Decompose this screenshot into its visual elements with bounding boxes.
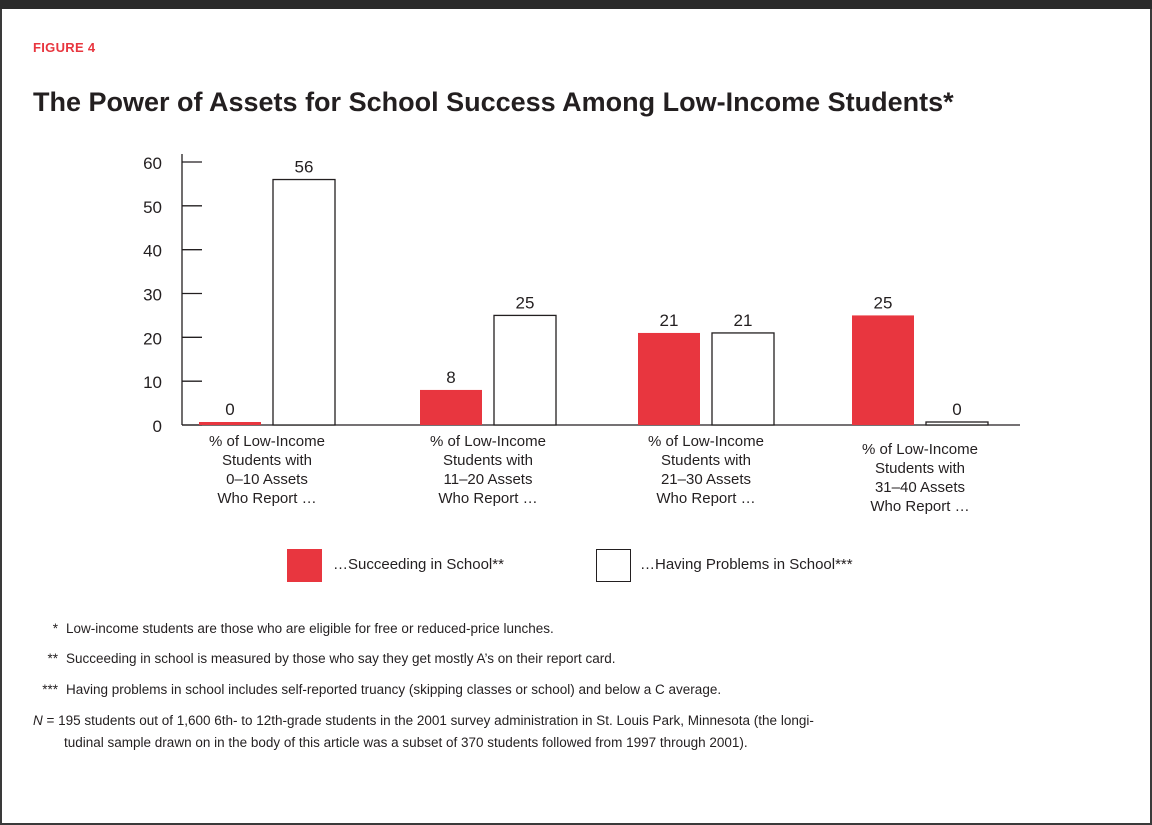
legend-swatch-succeeding — [287, 549, 322, 582]
footnote-marker: *** — [42, 682, 58, 697]
top-bar — [0, 0, 1152, 9]
bar-value-label: 25 — [516, 293, 535, 312]
sample-note-line-2: tudinal sample drawn on in the body of t… — [64, 735, 748, 750]
x-tick-label: 0–10 Assets — [226, 471, 308, 488]
y-tick-label: 20 — [143, 329, 162, 348]
x-tick-label: Who Report … — [870, 498, 969, 515]
figure-label: FIGURE 4 — [33, 40, 96, 55]
sample-note-line-1: = 195 students out of 1,600 6th- to 12th… — [42, 713, 814, 728]
legend-swatch-problems — [596, 549, 631, 582]
footnote-marker: ** — [47, 651, 58, 666]
x-tick-label: Students with — [661, 452, 751, 469]
x-tick-label: % of Low-Income — [862, 441, 978, 458]
bar-value-label: 56 — [295, 158, 314, 177]
legend-label-problems: …Having Problems in School*** — [640, 556, 853, 573]
bar-value-label: 21 — [734, 311, 753, 330]
chart-legend: …Succeeding in School** …Having Problems… — [0, 549, 1152, 589]
legend-label-succeeding: …Succeeding in School** — [333, 556, 504, 573]
bar-problems — [925, 421, 989, 426]
bar-problems — [272, 178, 336, 426]
chart-title: The Power of Assets for School Success A… — [33, 87, 954, 117]
y-tick-label: 30 — [143, 286, 162, 305]
x-tick-label: Students with — [443, 452, 533, 469]
x-tick-label: Students with — [222, 452, 312, 469]
y-tick-label: 10 — [143, 373, 162, 392]
x-tick-label: Who Report … — [656, 490, 755, 507]
x-tick-label: 21–30 Assets — [661, 471, 751, 488]
y-tick-label: 0 — [153, 417, 162, 436]
bar-succeeding — [638, 332, 700, 425]
x-tick-label: Who Report … — [438, 490, 537, 507]
y-tick-label: 40 — [143, 242, 162, 261]
bar-value-label: 25 — [874, 293, 893, 312]
x-tick-label: Students with — [875, 460, 965, 477]
x-tick-label: 11–20 Assets — [444, 471, 533, 488]
x-tick-label: 31–40 Assets — [875, 479, 965, 496]
footnote-text: Having problems in school includes self-… — [66, 682, 722, 697]
bar-problems — [493, 314, 557, 426]
footnote-marker: * — [52, 621, 58, 636]
footnote-text: Low-income students are those who are el… — [66, 621, 554, 636]
bar-succeeding — [199, 422, 261, 425]
sample-note: N = 195 students out of 1,600 6th- to 12… — [33, 712, 1138, 751]
bar-succeeding — [852, 315, 914, 425]
x-tick-label: % of Low-Income — [430, 433, 546, 450]
bar-problems — [711, 332, 775, 426]
bar-succeeding — [420, 389, 482, 425]
bar-value-label: 8 — [446, 368, 455, 387]
footnote-text: Succeeding in school is measured by thos… — [66, 651, 616, 666]
y-tick-label: 60 — [143, 154, 162, 173]
x-tick-label: % of Low-Income — [648, 433, 764, 450]
bar-value-label: 21 — [660, 311, 679, 330]
bar-value-label: 0 — [952, 400, 961, 419]
sample-note-n: N — [33, 713, 43, 728]
y-tick-label: 50 — [143, 198, 162, 217]
bar-value-label: 0 — [225, 400, 234, 419]
x-tick-label: % of Low-Income — [209, 433, 325, 450]
x-tick-label: Who Report … — [217, 490, 316, 507]
bar-chart: 0 10 20 30 40 50 60 0 56 % of Low-Income Students … — [143, 154, 1020, 515]
